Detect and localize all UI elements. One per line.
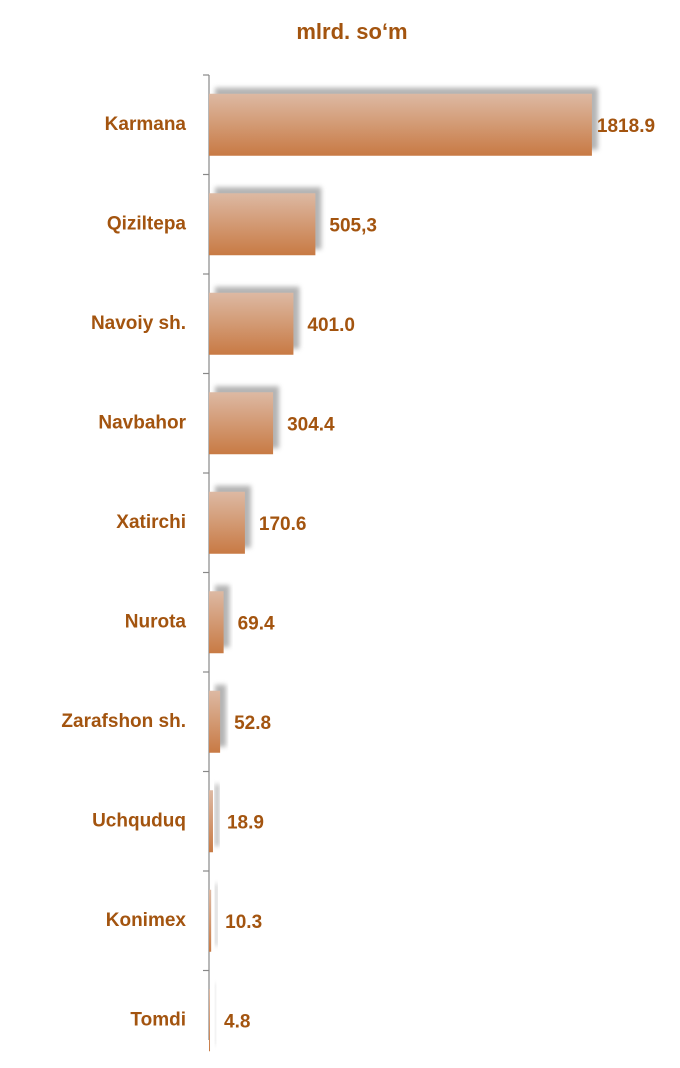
bar: [209, 392, 274, 455]
category-label: Zarafshon sh.: [61, 711, 186, 732]
bar-shadow: [215, 784, 219, 847]
category-label: Karmana: [105, 114, 187, 135]
category-label: Xatirchi: [116, 512, 186, 533]
value-label: 170.6: [259, 514, 307, 535]
bar-shadow: [215, 883, 218, 946]
category-label: Uchquduq: [92, 810, 186, 831]
value-label: 505,3: [329, 215, 377, 236]
value-label: 4.8: [224, 1011, 250, 1032]
bar: [209, 989, 211, 1052]
category-label: Nurota: [125, 611, 187, 632]
value-label: 69.4: [238, 613, 275, 634]
value-label: 10.3: [225, 912, 262, 933]
value-label: 1818.9: [597, 116, 655, 137]
bar: [209, 790, 213, 853]
bar: [209, 193, 316, 256]
value-label: 401.0: [307, 315, 355, 336]
bar: [209, 591, 224, 654]
bar: [209, 889, 212, 952]
category-label: Qiziltepa: [107, 213, 187, 234]
category-label: Konimex: [106, 910, 187, 931]
value-label: 18.9: [227, 812, 264, 833]
bar: [209, 292, 294, 355]
value-label: 304.4: [287, 414, 335, 435]
category-label: Navbahor: [98, 412, 186, 433]
bar-shadow: [215, 983, 217, 1046]
category-label: Tomdi: [130, 1009, 186, 1030]
bar: [209, 690, 221, 753]
bar-shadow: [215, 684, 227, 747]
chart-title: mlrd. so‘m: [296, 19, 407, 44]
value-label: 52.8: [234, 713, 271, 734]
category-label: Navoiy sh.: [91, 313, 186, 334]
bar: [209, 93, 592, 156]
bar: [209, 491, 245, 554]
